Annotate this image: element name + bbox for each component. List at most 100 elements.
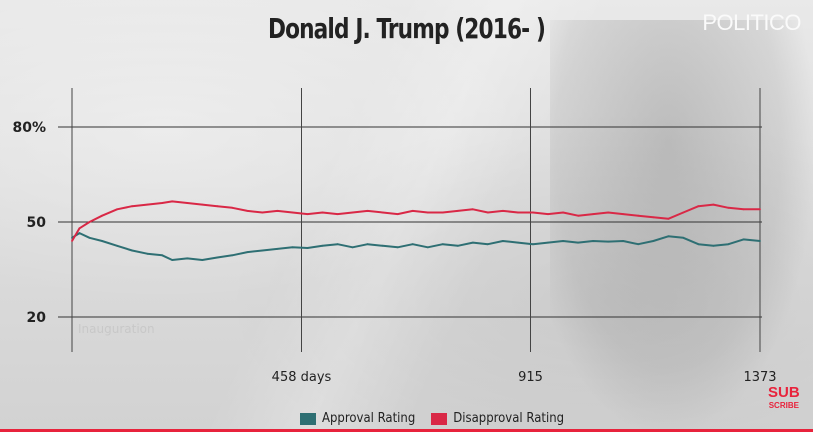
approval-point bbox=[101, 240, 103, 242]
approval-point bbox=[592, 240, 594, 242]
disapproval-point bbox=[607, 211, 610, 214]
approval-point bbox=[759, 240, 761, 242]
disapproval-point bbox=[472, 208, 474, 211]
approval-point bbox=[667, 235, 670, 238]
approval-point bbox=[306, 247, 309, 249]
approval-point bbox=[456, 244, 459, 247]
disapproval-point bbox=[667, 217, 670, 220]
y-tick-label-1: 50 bbox=[27, 215, 47, 231]
disapproval-point bbox=[116, 208, 118, 211]
approval-point bbox=[487, 243, 489, 246]
approval-point bbox=[637, 243, 640, 246]
background-silhouette bbox=[550, 20, 813, 432]
approval-point bbox=[201, 259, 204, 261]
disapproval-point bbox=[487, 211, 489, 214]
legend-label-approval: Approval Rating bbox=[322, 411, 416, 426]
disapproval-point bbox=[276, 210, 279, 212]
chart-lines bbox=[71, 200, 761, 261]
approval-point bbox=[186, 257, 189, 260]
approval-point bbox=[517, 241, 519, 244]
disapproval-point bbox=[697, 205, 700, 208]
approval-point bbox=[532, 243, 534, 246]
approval-point bbox=[146, 252, 149, 255]
approval-point bbox=[381, 244, 384, 247]
approval-point bbox=[697, 243, 700, 246]
approval-point bbox=[261, 249, 264, 252]
approval-point bbox=[426, 246, 429, 249]
disapproval-point bbox=[88, 221, 91, 223]
disapproval-point bbox=[131, 205, 134, 208]
approval-point bbox=[652, 240, 655, 242]
approval-point bbox=[161, 254, 164, 257]
approval-point bbox=[502, 240, 504, 242]
disapproval-point bbox=[592, 213, 594, 216]
disapproval-point bbox=[456, 210, 459, 212]
disapproval-point bbox=[411, 210, 414, 212]
disapproval-point bbox=[351, 211, 354, 214]
disapproval-point bbox=[101, 214, 103, 217]
approval-point bbox=[396, 246, 399, 249]
disapproval-point bbox=[727, 206, 730, 209]
approval-point bbox=[441, 243, 444, 246]
approval-point bbox=[742, 238, 745, 241]
approval-point bbox=[622, 240, 625, 242]
x-tick-label-1: 915 bbox=[518, 370, 543, 385]
disapproval-point bbox=[622, 213, 625, 216]
disapproval-point bbox=[562, 211, 564, 214]
disapproval-point bbox=[426, 211, 429, 214]
chart-grid bbox=[58, 88, 762, 352]
approval-point bbox=[321, 244, 324, 247]
disapproval-point bbox=[306, 213, 309, 216]
chart-legend: Approval Rating Disapproval Rating bbox=[300, 411, 580, 426]
subscribe-button[interactable]: SUB SCRIBE bbox=[768, 385, 800, 412]
disapproval-point bbox=[321, 211, 324, 214]
approval-point bbox=[216, 256, 219, 259]
chart-labels: 80% 50 20 458 days 915 1373 Inauguration bbox=[12, 120, 776, 385]
approval-swatch bbox=[300, 412, 316, 425]
legend-item-disapproval: Disapproval Rating bbox=[431, 411, 564, 426]
approval-point bbox=[246, 251, 249, 254]
approval-point bbox=[276, 248, 279, 250]
disapproval-point bbox=[366, 210, 369, 212]
disapproval-point bbox=[261, 211, 264, 214]
disapproval-point bbox=[517, 211, 519, 214]
approval-point bbox=[547, 241, 549, 244]
disapproval-point bbox=[161, 202, 164, 204]
x-tick-label-2: 1373 bbox=[743, 370, 776, 385]
disapproval-point bbox=[78, 227, 81, 230]
disapproval-point bbox=[682, 211, 685, 214]
disapproval-point bbox=[291, 211, 294, 214]
x-tick-label-0: 458 days bbox=[272, 370, 332, 385]
approval-point bbox=[411, 243, 414, 246]
disapproval-point bbox=[396, 213, 399, 216]
disapproval-point bbox=[71, 240, 73, 242]
approval-point bbox=[577, 241, 579, 244]
disapproval-point bbox=[502, 210, 504, 212]
approval-point bbox=[291, 246, 294, 249]
disapproval-point bbox=[712, 203, 715, 206]
disapproval-point bbox=[637, 214, 640, 217]
approval-point bbox=[366, 243, 369, 246]
y-tick-label-0: 80% bbox=[12, 120, 46, 136]
disapproval-line bbox=[71, 200, 760, 242]
disapproval-point bbox=[171, 200, 174, 203]
disapproval-point bbox=[742, 208, 745, 211]
disapproval-point bbox=[759, 208, 761, 211]
approval-point bbox=[562, 240, 564, 242]
video-progress-bar[interactable] bbox=[0, 429, 813, 432]
disapproval-point bbox=[577, 214, 579, 217]
disapproval-point bbox=[246, 210, 249, 212]
disapproval-point bbox=[532, 211, 534, 214]
legend-label-disapproval: Disapproval Rating bbox=[453, 411, 565, 426]
disapproval-point bbox=[381, 211, 384, 214]
disapproval-point bbox=[547, 213, 549, 216]
approval-point bbox=[472, 241, 474, 244]
disapproval-point bbox=[336, 213, 339, 216]
disapproval-point bbox=[146, 203, 149, 206]
approval-point bbox=[116, 244, 118, 247]
disapproval-point bbox=[652, 216, 655, 219]
approval-line bbox=[71, 232, 761, 261]
annotation-inauguration: Inauguration bbox=[78, 322, 155, 336]
approval-point bbox=[336, 243, 339, 246]
approval-point bbox=[131, 249, 134, 252]
